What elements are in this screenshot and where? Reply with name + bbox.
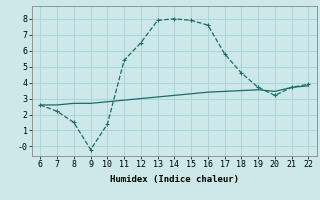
- X-axis label: Humidex (Indice chaleur): Humidex (Indice chaleur): [110, 175, 239, 184]
